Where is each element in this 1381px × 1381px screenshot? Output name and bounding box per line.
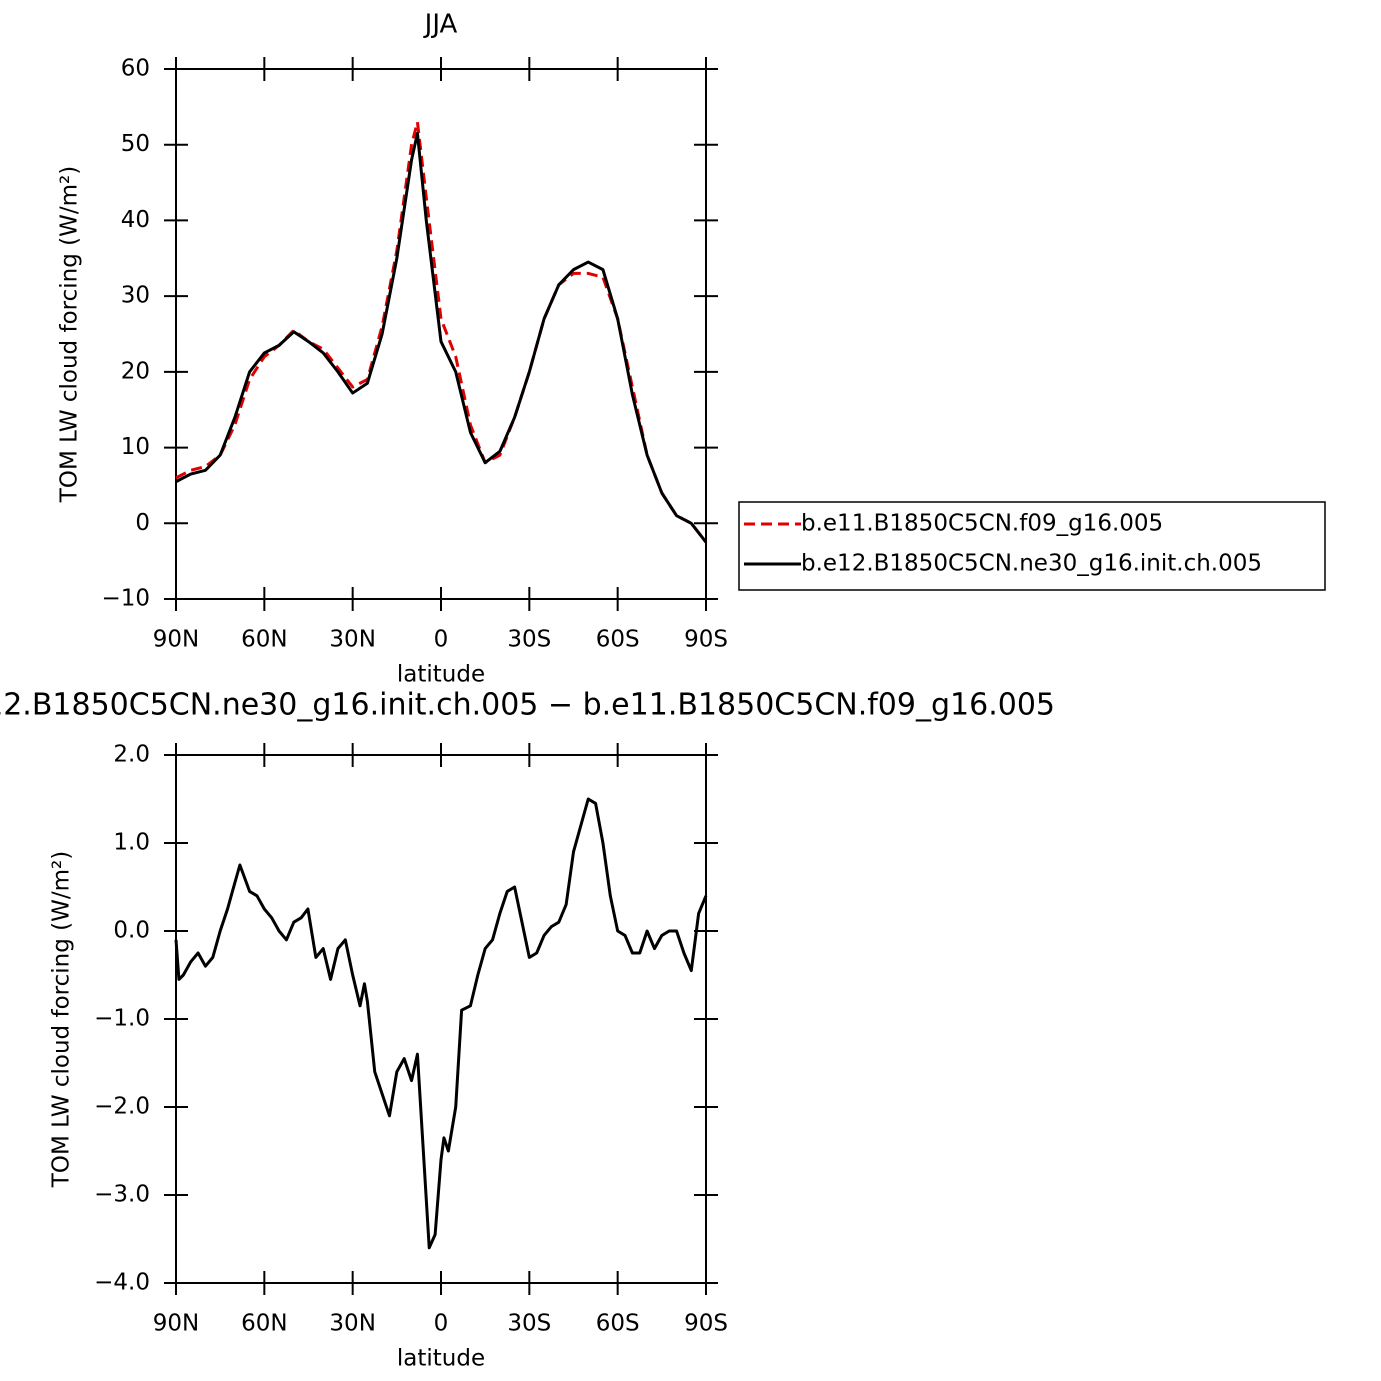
x-tick-label: 30N [329,1311,375,1337]
x-tick-label: 60S [596,627,640,653]
chart-title: JJA [423,10,458,40]
y-tick-label: −3.0 [94,1182,150,1208]
x-tick-label: 30S [507,627,551,653]
x-tick-label: 90N [153,627,199,653]
x-tick-label: 60S [596,1311,640,1337]
x-axis-label: latitude [397,662,485,688]
y-tick-label: 60 [121,56,150,82]
plot-frame [175,754,707,1284]
legend-box [738,501,1326,591]
y-tick-label: 30 [121,283,150,309]
y-axis-label: TOM LW cloud forcing (W/m²) [49,851,75,1188]
y-tick-label: −1.0 [94,1006,150,1032]
legend-label: b.e12.B1850C5CN.ne30_g16.init.ch.005 [801,551,1262,577]
y-tick-label: 2.0 [113,742,150,768]
y-tick-label: 50 [121,131,150,157]
y-tick-label: 10 [121,434,150,460]
y-axis-label: TOM LW cloud forcing (W/m²) [57,166,83,503]
data-line [175,131,708,544]
legend-label: b.e11.B1850C5CN.f09_g16.005 [801,511,1163,537]
x-tick-label: 90N [153,1311,199,1337]
plot-frame [175,68,707,600]
y-tick-label: −2.0 [94,1094,150,1120]
y-tick-label: 40 [121,207,150,233]
y-tick-label: −4.0 [94,1270,150,1296]
y-tick-label: 0.0 [113,918,150,944]
x-tick-label: 0 [434,627,449,653]
x-tick-label: 60N [241,1311,287,1337]
x-axis-label: latitude [397,1346,485,1372]
x-tick-label: 30N [329,627,375,653]
x-tick-label: 90S [684,627,728,653]
data-line [174,797,708,1250]
chart-title: b.e12.B1850C5CN.ne30_g16.init.ch.005 − b… [0,688,1055,723]
x-tick-label: 90S [684,1311,728,1337]
y-tick-label: −10 [101,586,150,612]
x-tick-label: 60N [241,627,287,653]
y-tick-label: 1.0 [113,830,150,856]
x-tick-label: 30S [507,1311,551,1337]
x-tick-label: 0 [434,1311,449,1337]
y-tick-label: 20 [121,358,150,384]
y-tick-label: 0 [135,510,150,536]
